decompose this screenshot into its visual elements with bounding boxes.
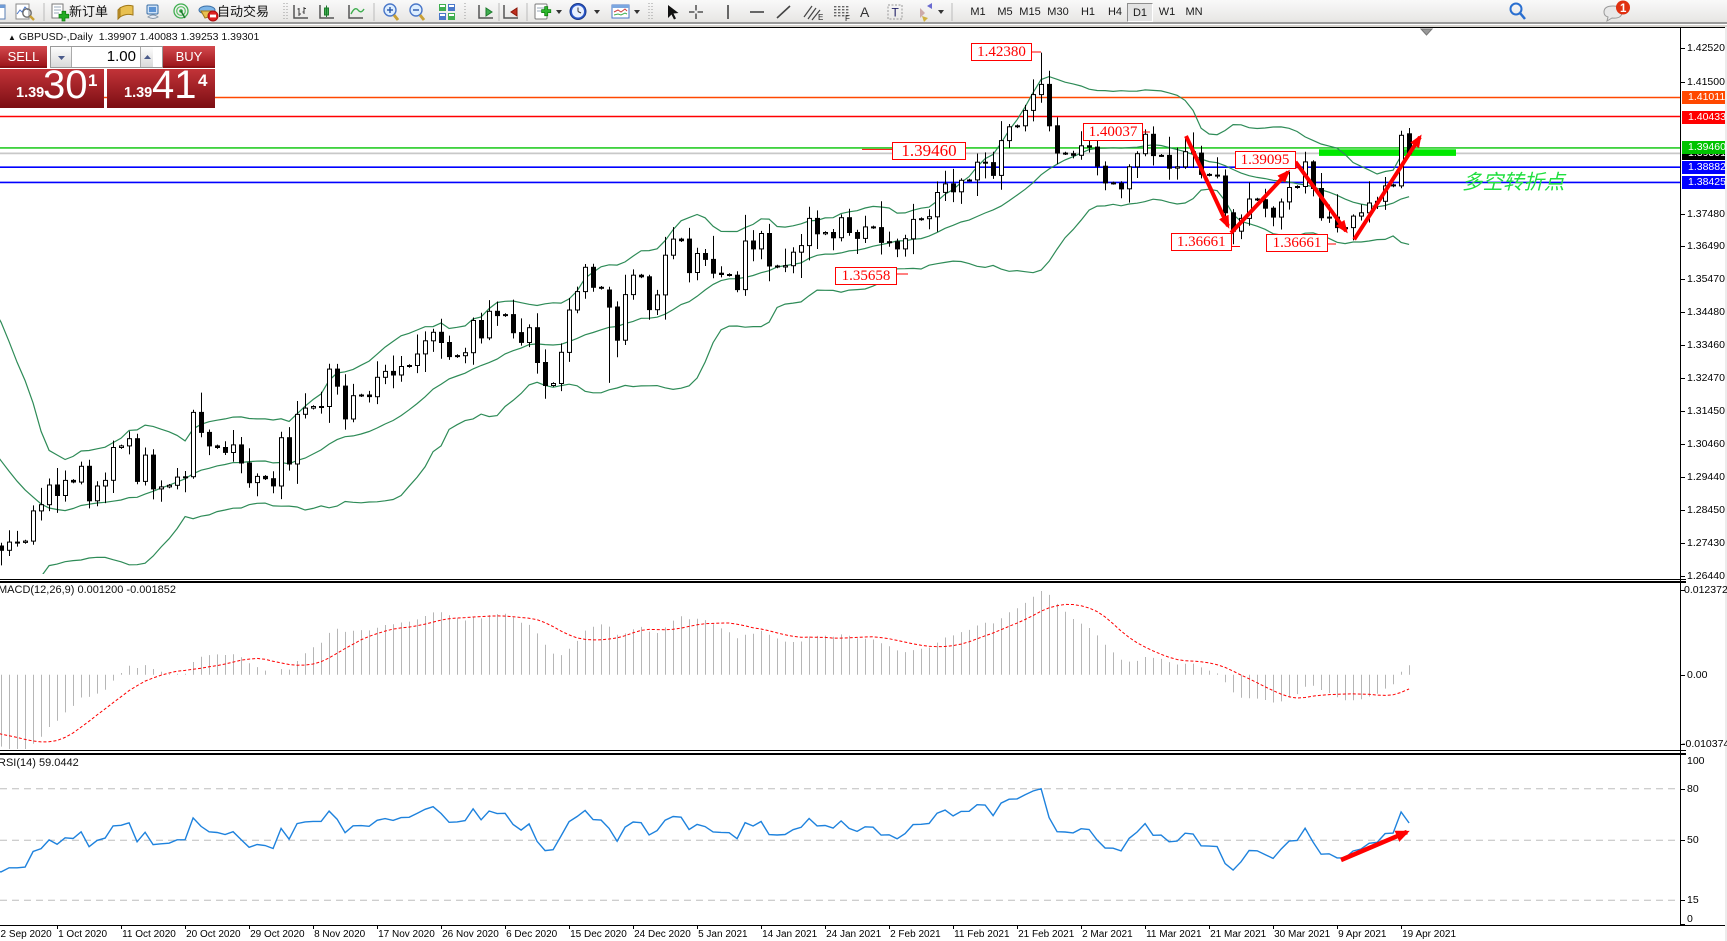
svg-text:F: F: [845, 14, 850, 23]
svg-text:T: T: [892, 6, 900, 20]
svg-text:A: A: [860, 4, 870, 20]
svg-text:1: 1: [1620, 3, 1627, 15]
svg-text:E: E: [818, 13, 823, 22]
